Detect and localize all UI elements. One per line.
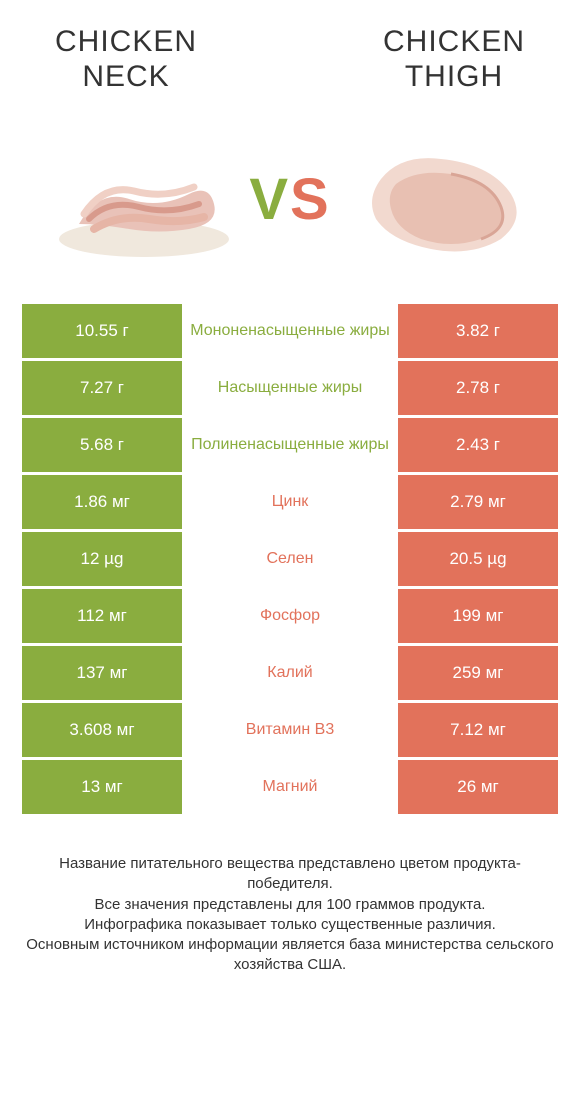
food-image-left xyxy=(49,129,239,269)
cell-right-value: 2.78 г xyxy=(398,361,558,415)
table-row: 137 мгКалий259 мг xyxy=(22,646,558,700)
cell-nutrient-label: Селен xyxy=(182,532,398,586)
cell-left-value: 1.86 мг xyxy=(22,475,182,529)
cell-right-value: 3.82 г xyxy=(398,304,558,358)
table-row: 7.27 гНасыщенные жиры2.78 г xyxy=(22,361,558,415)
cell-left-value: 5.68 г xyxy=(22,418,182,472)
cell-nutrient-label: Цинк xyxy=(182,475,398,529)
cell-right-value: 199 мг xyxy=(398,589,558,643)
cell-left-value: 10.55 г xyxy=(22,304,182,358)
footer-line-2: Все значения представлены для 100 граммо… xyxy=(25,895,555,915)
cell-left-value: 137 мг xyxy=(22,646,182,700)
cell-nutrient-label: Полиненасыщенные жиры xyxy=(182,418,398,472)
vs-label: VS xyxy=(249,166,330,233)
footer-line-4: Основным источником информации является … xyxy=(25,935,555,976)
table-row: 112 мгФосфор199 мг xyxy=(22,589,558,643)
cell-nutrient-label: Насыщенные жиры xyxy=(182,361,398,415)
titles-row: CHICKEN NECK CHICKEN THIGH xyxy=(0,0,580,94)
footer-notes: Название питательного вещества представл… xyxy=(0,854,580,976)
cell-nutrient-label: Магний xyxy=(182,760,398,814)
cell-right-value: 20.5 µg xyxy=(398,532,558,586)
footer-line-3: Инфографика показывает только существенн… xyxy=(25,915,555,935)
cell-nutrient-label: Мононенасыщенные жиры xyxy=(182,304,398,358)
chicken-thigh-icon xyxy=(341,129,531,269)
cell-left-value: 13 мг xyxy=(22,760,182,814)
cell-left-value: 7.27 г xyxy=(22,361,182,415)
vs-row: VS xyxy=(0,129,580,269)
cell-left-value: 3.608 мг xyxy=(22,703,182,757)
chicken-neck-icon xyxy=(49,129,239,269)
cell-right-value: 2.79 мг xyxy=(398,475,558,529)
cell-right-value: 7.12 мг xyxy=(398,703,558,757)
cell-right-value: 259 мг xyxy=(398,646,558,700)
table-row: 10.55 гМононенасыщенные жиры3.82 г xyxy=(22,304,558,358)
title-left: CHICKEN NECK xyxy=(55,25,197,94)
title-left-line2: NECK xyxy=(82,60,169,93)
cell-nutrient-label: Витамин B3 xyxy=(182,703,398,757)
table-row: 3.608 мгВитамин B37.12 мг xyxy=(22,703,558,757)
cell-left-value: 112 мг xyxy=(22,589,182,643)
vs-letter-s: S xyxy=(290,167,331,232)
cell-right-value: 26 мг xyxy=(398,760,558,814)
table-row: 1.86 мгЦинк2.79 мг xyxy=(22,475,558,529)
infographic-container: CHICKEN NECK CHICKEN THIGH VS xyxy=(0,0,580,976)
title-left-line1: CHICKEN xyxy=(55,25,197,58)
vs-letter-v: V xyxy=(249,167,290,232)
cell-left-value: 12 µg xyxy=(22,532,182,586)
cell-nutrient-label: Калий xyxy=(182,646,398,700)
food-image-right xyxy=(341,129,531,269)
table-row: 13 мгМагний26 мг xyxy=(22,760,558,814)
title-right-line2: THIGH xyxy=(405,60,503,93)
footer-line-1: Название питательного вещества представл… xyxy=(25,854,555,895)
cell-nutrient-label: Фосфор xyxy=(182,589,398,643)
title-right: CHICKEN THIGH xyxy=(383,25,525,94)
cell-right-value: 2.43 г xyxy=(398,418,558,472)
comparison-table: 10.55 гМононенасыщенные жиры3.82 г7.27 г… xyxy=(22,304,558,814)
title-right-line1: CHICKEN xyxy=(383,25,525,58)
table-row: 12 µgСелен20.5 µg xyxy=(22,532,558,586)
table-row: 5.68 гПолиненасыщенные жиры2.43 г xyxy=(22,418,558,472)
